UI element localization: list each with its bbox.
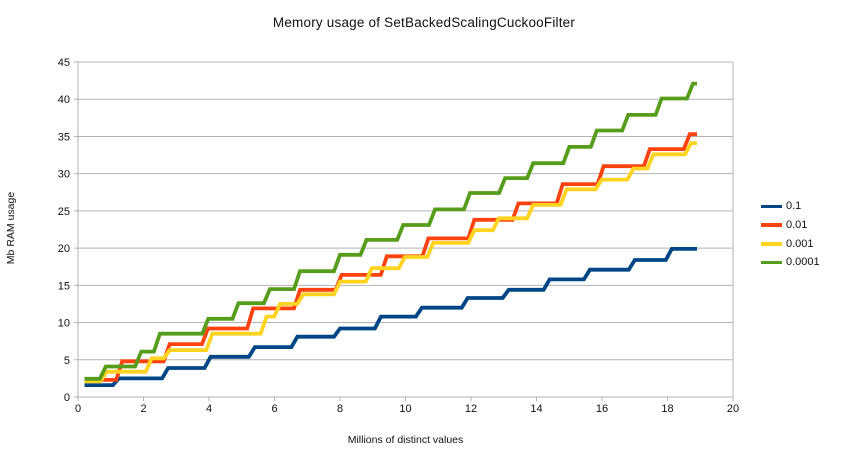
series-line-0.0001 [84,81,697,381]
y-tick-label-40: 40 [58,94,70,106]
x-tick-label-18: 18 [661,403,673,415]
y-tick-label-45: 45 [58,57,70,69]
series-line-0.1 [84,247,697,387]
legend: 0.1 0.01 0.001 0.0001 [761,197,820,272]
legend-swatch-0.01 [761,223,782,227]
series-line-0.01 [84,132,697,382]
y-tick-label-15: 15 [58,280,70,292]
legend-label-0.001: 0.001 [786,237,814,250]
legend-label-0.01: 0.01 [786,219,808,232]
y-tick-label-25: 25 [58,206,70,218]
x-tick-label-16: 16 [596,403,608,415]
x-tick-label-10: 10 [399,403,411,415]
y-tick-label-0: 0 [64,392,70,404]
x-tick-label-6: 6 [271,403,277,415]
legend-label-0.1: 0.1 [786,200,802,213]
legend-item-0.0001: 0.0001 [761,253,820,272]
y-tick-label-30: 30 [58,169,70,181]
y-tick-label-10: 10 [58,318,70,330]
x-tick-label-2: 2 [140,403,146,415]
x-tick-label-12: 12 [465,403,477,415]
legend-swatch-0.1 [761,204,782,209]
chart-title: Memory usage of SetBackedScalingCuckooFi… [272,15,576,30]
legend-item-0.01: 0.01 [761,216,820,235]
x-tick-label-4: 4 [206,403,212,415]
series-line-0.001 [84,141,697,384]
x-tick-label-8: 8 [337,403,343,415]
x-tick-label-14: 14 [530,403,542,415]
legend-label-0.0001: 0.0001 [786,256,820,269]
x-tick-label-0: 0 [75,403,81,415]
y-tick-label-5: 5 [64,355,70,367]
legend-item-0.1: 0.1 [761,197,820,216]
legend-item-0.001: 0.001 [761,234,820,253]
legend-swatch-0.001 [761,241,782,246]
x-axis-title: Millions of distinct values [347,434,464,446]
y-tick-label-20: 20 [58,243,70,255]
x-tick-label-20: 20 [727,403,739,415]
y-tick-label-35: 35 [58,131,70,143]
legend-swatch-0.0001 [761,260,782,265]
